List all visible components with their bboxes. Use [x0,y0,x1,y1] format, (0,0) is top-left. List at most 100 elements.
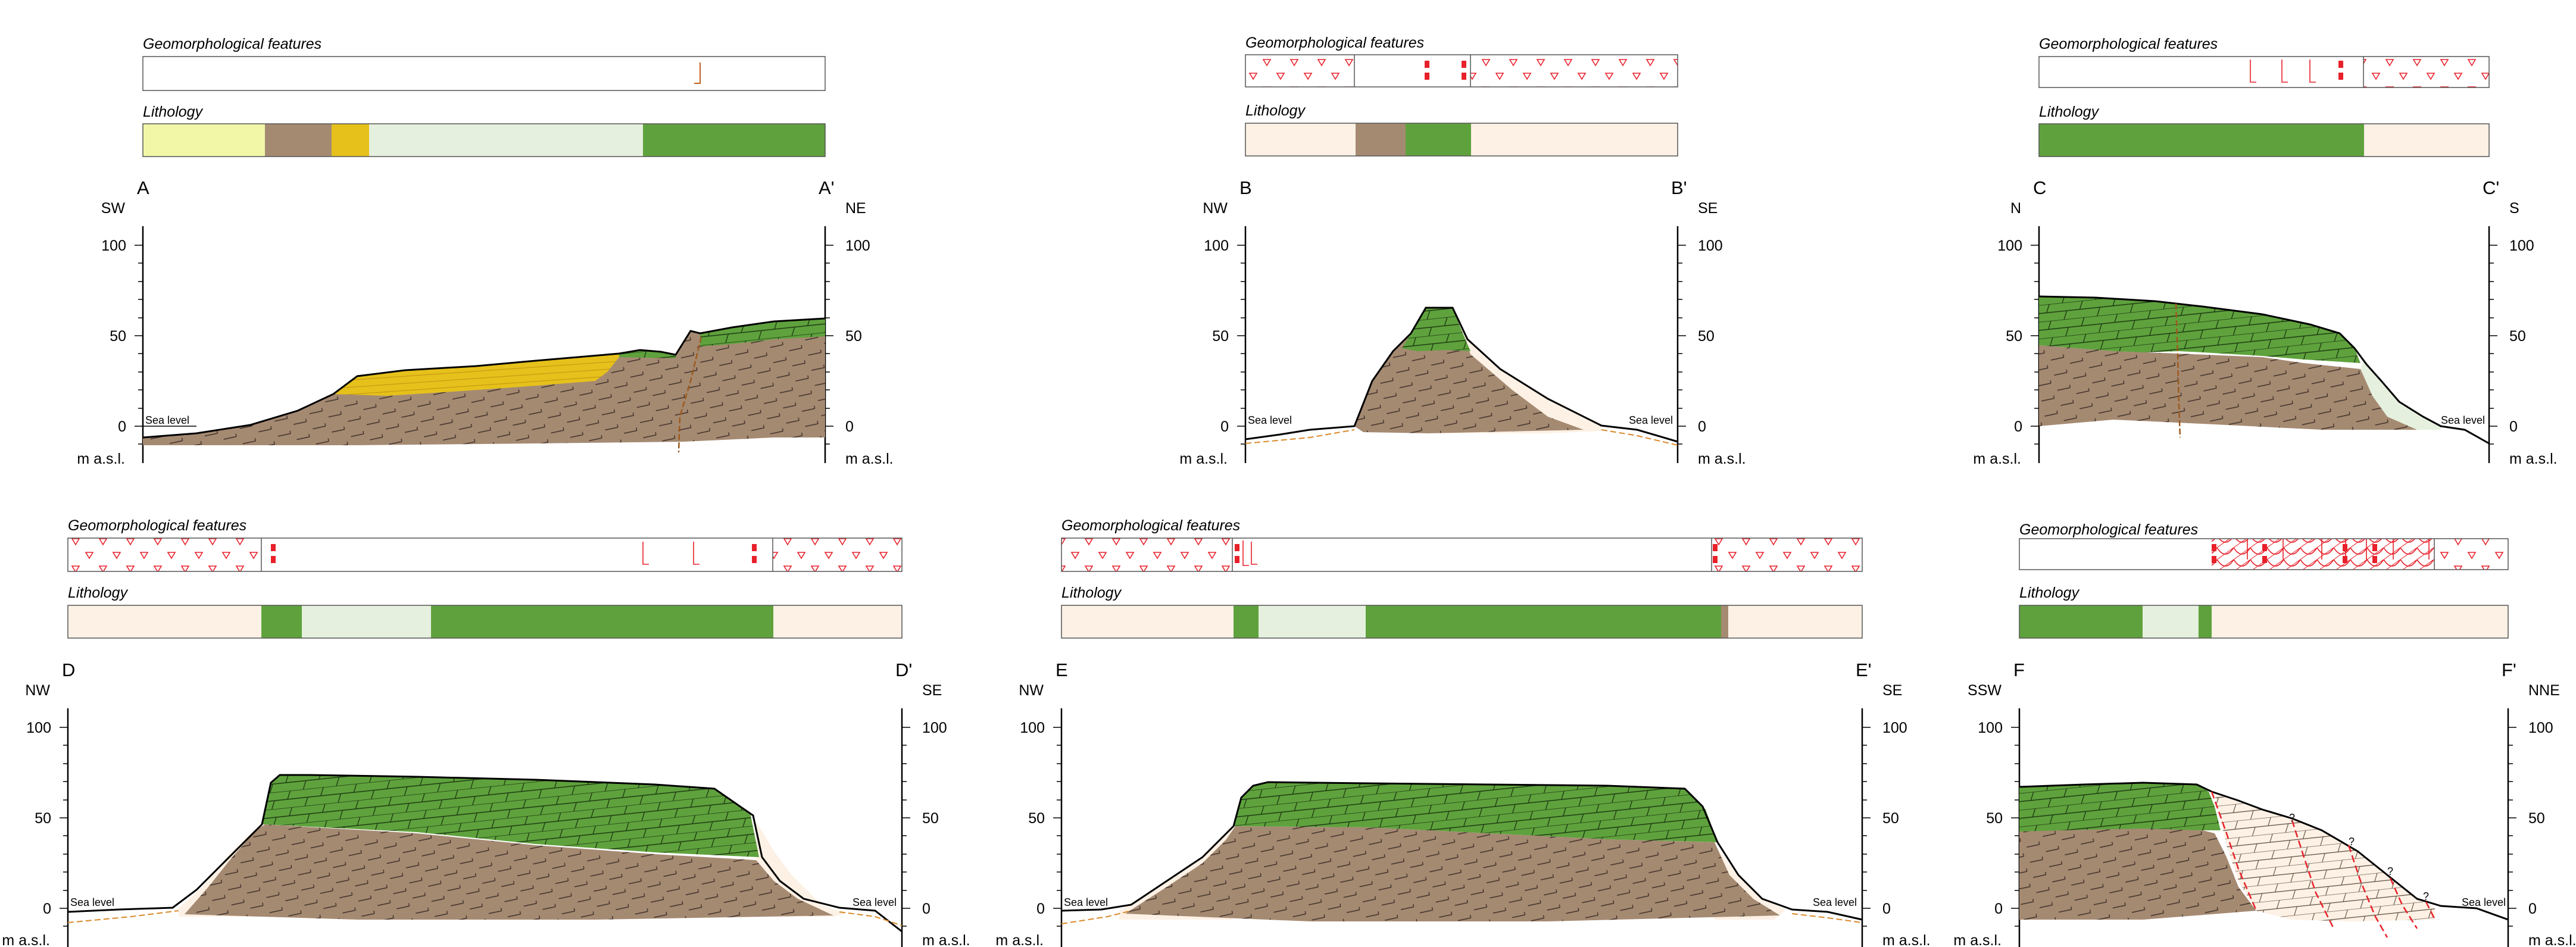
tick-50-left: 50 [2006,328,2022,345]
cross-section-profile [143,318,825,452]
geomorph-header: Geomorphological features [1061,517,1240,534]
section-start-label: E [1056,660,1068,680]
tick-0-left: 0 [1994,901,2003,917]
section-end-label: C' [2483,177,2499,198]
geomorph-strip [68,538,902,571]
lithology-strip [143,124,825,157]
direction-left: NW [1203,200,1228,217]
direction-right: SE [1698,200,1718,217]
section-d: Geomorphological features Lithology [2,517,970,947]
direction-right: SE [922,682,942,699]
sea-level-label-right: Sea level [853,896,897,908]
tick-50-left: 50 [1212,328,1229,345]
direction-right: S [2509,200,2519,217]
units-right: m a.s.l. [2528,932,2576,947]
tick-50-right: 50 [2528,810,2545,827]
tick-100-left: 100 [1997,237,2022,254]
tick-100-right: 100 [2509,237,2534,254]
geomorph-header: Geomorphological features [1245,35,1424,51]
section-end-label: A' [819,177,835,198]
fault-query-mark: ? [2423,890,2429,902]
tick-50-right: 50 [1698,328,1715,345]
tick-0-left: 0 [118,418,126,435]
lithology-strip [1245,123,1678,156]
direction-left: NW [25,682,50,699]
geomorph-strip [1245,55,1678,87]
direction-right: NNE [2528,682,2560,699]
tick-100-left: 100 [1204,237,1229,254]
sea-level-label: Sea level [2441,414,2485,426]
tick-0-left: 0 [43,901,51,917]
section-start-label: D [62,660,75,680]
tick-0-left: 0 [2014,418,2022,435]
lithology-header: Lithology [1061,585,1122,601]
section-a: Geomorphological features Lithology 100 … [77,36,893,467]
tick-100-right: 100 [922,720,947,736]
tick-0-right: 0 [1882,901,1891,917]
fault-query-mark: ? [2289,812,2295,824]
sea-level-label-left: Sea level [1064,896,1108,908]
direction-left: SW [101,200,126,217]
fault-query-mark: ? [2349,836,2355,848]
units-right: m a.s.l. [2509,451,2558,467]
tick-0-right: 0 [922,901,931,917]
tick-100-right: 100 [845,237,870,254]
lithology-strip [2039,124,2489,157]
units-left: m a.s.l. [995,932,1044,947]
tick-50-right: 50 [845,328,862,345]
section-end-label: F' [2502,660,2516,680]
sea-level-label: Sea level [2462,896,2506,908]
tick-0-right: 0 [2528,901,2537,917]
cross-section-profile [1245,308,1678,445]
units-left: m a.s.l. [77,451,125,467]
direction-right: NE [845,200,866,217]
tick-0-left: 0 [1036,901,1045,917]
geomorph-strip [143,57,825,90]
section-end-label: D' [895,660,912,680]
tick-50-left: 50 [35,810,51,827]
units-left: m a.s.l. [1179,451,1228,467]
direction-right: SE [1882,682,1902,699]
fault-query-mark: ? [2387,865,2393,877]
tick-50-right: 50 [2509,328,2526,345]
geomorph-strip [2019,539,2508,570]
lithology-header: Lithology [1245,102,1306,119]
section-c: Geomorphological features Lithology 100 … [1973,36,2557,467]
sea-level-label-left: Sea level [70,896,114,908]
tick-0-right: 0 [2509,418,2518,435]
section-start-label: F [2013,660,2025,680]
lithology-strip [68,605,902,638]
section-f: Geomorphological features Lithology [1953,521,2576,947]
tick-50-right: 50 [1882,810,1899,827]
tick-50-left: 50 [1986,810,2003,827]
sea-level-label-right: Sea level [1629,414,1673,426]
direction-left: N [2010,200,2021,217]
units-right: m a.s.l. [922,932,970,947]
direction-left: NW [1019,682,1044,699]
tick-100-left: 100 [1020,720,1045,736]
section-end-label: E' [1856,660,1872,680]
tick-100-left: 100 [101,237,126,254]
units-right: m a.s.l. [1882,932,1931,947]
lithology-strip [2019,605,2508,638]
units-right: m a.s.l. [1698,451,1746,467]
units-right: m a.s.l. [845,451,894,467]
geomorph-header: Geomorphological features [2019,521,2198,538]
sea-level-label-right: Sea level [1813,896,1857,908]
section-start-label: B [1239,177,1252,198]
section-end-label: B' [1671,177,1687,198]
tick-50-right: 50 [922,810,939,827]
cross-section-profile [1061,782,1862,924]
tick-50-left: 50 [1028,810,1045,827]
lithology-header: Lithology [143,104,204,120]
geomorph-header: Geomorphological features [2039,36,2218,52]
units-left: m a.s.l. [2,932,50,947]
tick-100-right: 100 [2528,720,2553,736]
tick-50-left: 50 [110,328,126,345]
tick-100-right: 100 [1698,237,1723,254]
tick-0-right: 0 [845,418,854,435]
section-e: Geomorphological features Lithology [995,517,1930,947]
tick-0-right: 0 [1698,418,1706,435]
direction-left: SSW [1968,682,2002,699]
tick-100-left: 100 [1978,720,2003,736]
